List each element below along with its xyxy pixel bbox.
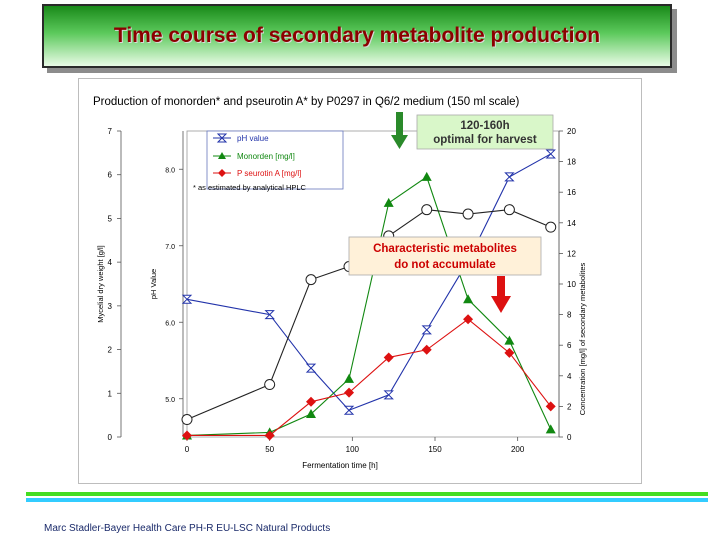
series-layer [181, 149, 557, 441]
slide-title: Time course of secondary metabolite prod… [113, 24, 601, 47]
divider-cyan [26, 498, 708, 502]
x-tick-label: 150 [428, 445, 442, 454]
chart-svg: Production of monorden* and pseurotin A*… [93, 96, 587, 470]
ph-tick-label: 7.0 [165, 244, 175, 251]
legend-marker-monorden [218, 152, 226, 159]
mycelial-tick-label: 6 [108, 171, 113, 180]
chart-title: Production of monorden* and pseurotin A*… [93, 96, 520, 108]
footnote: * as estimated by analytical HPLC [193, 183, 307, 192]
x-tick-label: 0 [185, 445, 190, 454]
divider-green [26, 492, 708, 496]
ph-tick-label: 5.0 [165, 397, 175, 404]
data-point-ph-value [504, 172, 515, 182]
footer-text: Marc Stadler-Bayer Health Care PH-R EU-L… [44, 523, 331, 534]
data-point-p-seurotin-a-mg-l [344, 387, 355, 398]
data-point-ph-value [264, 310, 275, 320]
legend-box [206, 130, 344, 190]
ph-tick-label: 6.0 [165, 320, 175, 327]
data-point-ph-value [181, 294, 193, 304]
legend-marker-ph [216, 133, 228, 143]
data-point-monorden-mg-l [344, 373, 355, 383]
series-line-p-seurotin-a-mg-l [187, 318, 552, 437]
data-point-monorden-mg-l [504, 335, 515, 345]
data-point-p-seurotin-a-mg-l [504, 347, 515, 358]
chart-figure: Production of monorden* and pseurotin A*… [78, 78, 642, 484]
data-point-p-seurotin-a-mg-l [182, 430, 192, 441]
concentration-tick-label: 12 [567, 249, 576, 258]
ph-tick-label: 8.0 [165, 167, 175, 174]
harvest-arrow-down-icon [391, 135, 408, 149]
data-point-p-seurotin-a-mg-l [421, 344, 432, 355]
concentration-tick-label: 20 [567, 127, 576, 136]
data-point-ph-value [545, 149, 556, 159]
data-point-p-seurotin-a-mg-l [545, 401, 556, 412]
title-banner: Time course of secondary metabolite prod… [42, 4, 672, 68]
series-line-ph-value [186, 153, 552, 411]
harvest-line2: optimal for harvest [433, 134, 537, 146]
x-tick-label: 100 [346, 445, 360, 454]
concentration-tick-label: 18 [567, 158, 576, 167]
mycelial-tick-label: 7 [108, 127, 113, 136]
concentration-axis-label: Concentration [mg/l] of secondary metabo… [578, 262, 587, 415]
metabolites-line1: Characteristic metabolites [373, 243, 517, 255]
concentration-tick-label: 8 [567, 311, 572, 320]
mycelial-tick-label: 2 [108, 346, 113, 355]
data-point-mycelial-weight [181, 414, 193, 426]
concentration-tick-label: 0 [567, 433, 572, 442]
data-point-ph-value [383, 390, 394, 400]
data-point-mycelial-weight [264, 379, 276, 391]
data-point-mycelial-weight [462, 208, 474, 220]
metabolites-line2: do not accumulate [394, 259, 496, 271]
data-point-mycelial-weight [503, 204, 515, 216]
metabolites-arrow-down-icon [491, 296, 511, 313]
data-point-ph-value [305, 363, 317, 373]
harvest-box [416, 114, 554, 150]
ph-axis-label: pH Value [149, 269, 158, 299]
data-point-p-seurotin-a-mg-l [383, 352, 394, 363]
concentration-tick-label: 14 [567, 219, 576, 228]
data-point-p-seurotin-a-mg-l [264, 430, 275, 441]
axes-layer: 0 50 100 150 200012345675.06.07.08.002468101… [108, 127, 577, 454]
data-point-monorden-mg-l [383, 197, 394, 207]
data-point-mycelial-weight [421, 204, 433, 216]
mycelial-tick-label: 3 [108, 302, 113, 311]
concentration-tick-label: 2 [567, 402, 572, 411]
data-point-monorden-mg-l [463, 294, 474, 304]
mycelial-tick-label: 0 [108, 433, 113, 442]
data-point-p-seurotin-a-mg-l [463, 314, 474, 325]
harvest-annotation: 120-160h optimal for harvest [391, 112, 554, 150]
data-point-monorden-mg-l [306, 409, 316, 419]
concentration-tick-label: 4 [567, 372, 572, 381]
legend-label-monorden: Monorden [mg/l] [237, 152, 295, 161]
mycelial-axis-label: Mycelial dry weight [g/l] [96, 245, 105, 323]
legend: pH value Monorden [mg/l] P seurotin A [m… [206, 130, 344, 190]
x-axis-label: Fermentation time [h] [302, 461, 378, 470]
data-point-ph-value [343, 405, 355, 415]
data-point-mycelial-weight [305, 274, 317, 286]
mycelial-tick-label: 5 [108, 214, 113, 223]
x-tick-label: 200 [511, 445, 525, 454]
legend-marker-pseurotin [218, 169, 226, 177]
concentration-tick-label: 10 [567, 280, 576, 289]
data-point-p-seurotin-a-mg-l [306, 396, 316, 407]
metabolites-annotation: Characteristic metabolites do not accumu… [348, 236, 542, 313]
concentration-tick-label: 16 [567, 188, 576, 197]
mycelial-tick-label: 4 [108, 258, 113, 267]
concentration-tick-label: 6 [567, 341, 572, 350]
data-point-ph-value [421, 325, 432, 335]
metabolites-arrow-shaft [497, 276, 505, 298]
legend-label-ph: pH value [237, 134, 269, 143]
data-point-monorden-mg-l [421, 171, 432, 181]
data-point-monorden-mg-l [545, 424, 556, 434]
metabolites-box [348, 236, 542, 276]
harvest-line1: 120-160h [460, 120, 509, 132]
mycelial-tick-label: 1 [108, 389, 113, 398]
legend-label-pseurotin: P seurotin A [mg/l] [237, 169, 301, 178]
harvest-arrow-shaft [396, 112, 403, 136]
data-point-mycelial-weight [545, 221, 557, 233]
x-tick-label: 50 [265, 445, 274, 454]
